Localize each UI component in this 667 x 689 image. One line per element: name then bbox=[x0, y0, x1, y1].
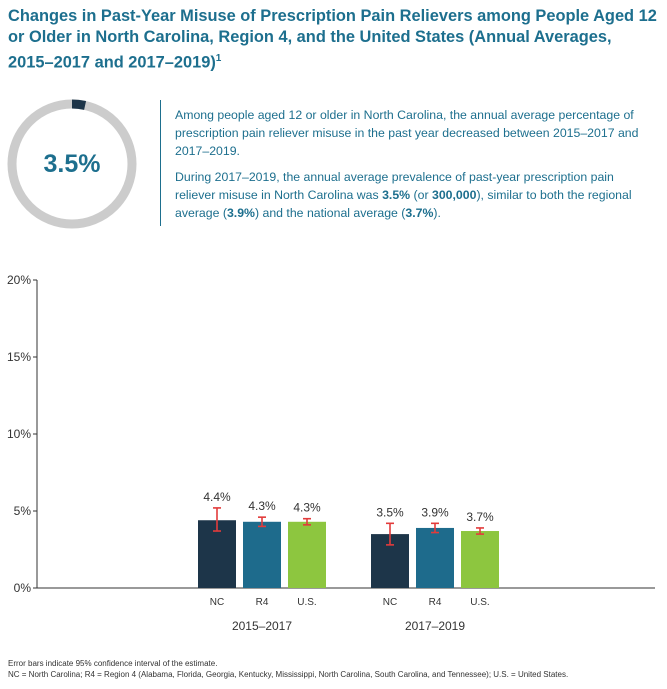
bar-chart: 0% 5% 10% 15% 20% 4.4% NC 4.3% R4 4.3% U.S. 2015–20… bbox=[7, 273, 655, 633]
bar bbox=[243, 521, 281, 588]
category-label: R4 bbox=[256, 597, 269, 608]
divider bbox=[160, 100, 161, 226]
p2-regional-value: 3.9% bbox=[226, 206, 255, 220]
footnote: Error bars indicate 95% confidence inter… bbox=[8, 658, 663, 680]
y-tick-label: 10% bbox=[7, 427, 31, 441]
p2-text-5: ). bbox=[433, 206, 441, 220]
p2-text-4: ) and the national average ( bbox=[254, 206, 406, 220]
category-label: U.S. bbox=[470, 597, 489, 608]
y-tick-label: 5% bbox=[14, 504, 32, 518]
bar bbox=[416, 527, 454, 588]
group-label: 2015–2017 bbox=[232, 619, 292, 633]
p2-text-1: During 2017–2019, the annual average pre… bbox=[175, 170, 614, 202]
bar bbox=[288, 521, 326, 588]
title-footnote-mark: 1 bbox=[215, 53, 222, 64]
p2-text-2: (or bbox=[410, 188, 432, 202]
percentage-ring bbox=[7, 99, 137, 229]
y-tick-label: 20% bbox=[7, 273, 31, 287]
footnote-line-1: Error bars indicate 95% confidence inter… bbox=[8, 659, 218, 668]
p2-nc-value: 3.5% bbox=[382, 188, 411, 202]
data-label: 3.9% bbox=[421, 505, 449, 519]
group-label: 2017–2019 bbox=[405, 619, 465, 633]
data-label: 3.7% bbox=[466, 510, 494, 524]
p2-text-3: ), similar to both the regional average … bbox=[175, 188, 632, 220]
bar bbox=[461, 531, 499, 588]
p2-national-value: 3.7% bbox=[405, 206, 434, 220]
category-label: U.S. bbox=[297, 597, 316, 608]
category-label: R4 bbox=[429, 597, 442, 608]
footnote-line-2: NC = North Carolina; R4 = Region 4 (Alab… bbox=[8, 670, 569, 679]
title-text: Changes in Past-Year Misuse of Prescript… bbox=[8, 7, 657, 72]
y-tick-label: 15% bbox=[7, 350, 31, 364]
y-tick-label: 0% bbox=[14, 581, 32, 595]
data-label: 4.3% bbox=[293, 501, 321, 515]
data-label: 4.4% bbox=[203, 490, 231, 504]
data-label: 3.5% bbox=[376, 505, 404, 519]
category-label: NC bbox=[383, 597, 397, 608]
ring-fill bbox=[7, 99, 137, 229]
summary-text: Among people aged 12 or older in North C… bbox=[175, 106, 655, 230]
paragraph-1: Among people aged 12 or older in North C… bbox=[175, 108, 639, 158]
chart-title: Changes in Past-Year Misuse of Prescript… bbox=[8, 6, 658, 73]
paragraph-2: During 2017–2019, the annual average pre… bbox=[175, 168, 655, 222]
p2-nc-count: 300,000 bbox=[431, 188, 477, 202]
ring-value: 3.5% bbox=[43, 149, 101, 178]
data-label: 4.3% bbox=[248, 499, 276, 513]
category-label: NC bbox=[210, 597, 224, 608]
